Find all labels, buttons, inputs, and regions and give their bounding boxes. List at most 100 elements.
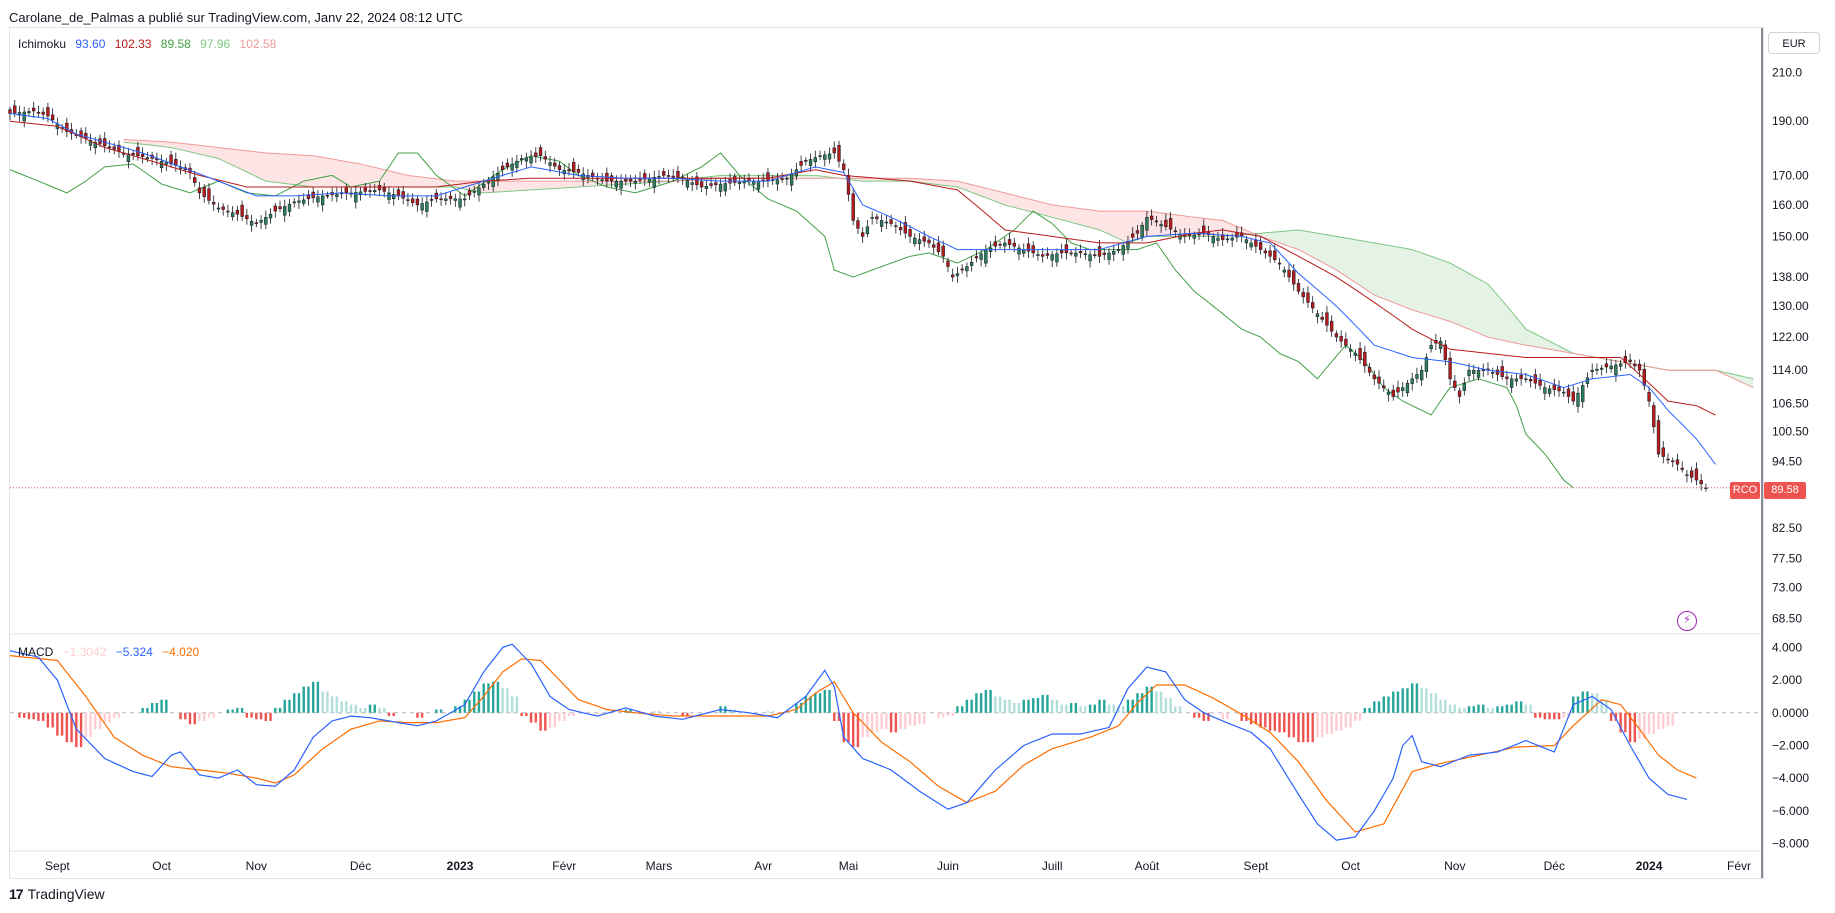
candle-body bbox=[1576, 392, 1580, 407]
macd-histogram-bar bbox=[84, 712, 87, 738]
candle-body bbox=[32, 107, 36, 112]
ichimoku-cloud-segment bbox=[1189, 216, 1195, 237]
ichimoku-cloud-segment bbox=[1345, 238, 1351, 280]
macd-histogram-bar bbox=[1354, 712, 1357, 721]
candle-body bbox=[1457, 390, 1462, 397]
candle-body bbox=[396, 189, 401, 197]
macd-histogram-bar bbox=[1524, 704, 1528, 713]
candle-body bbox=[1353, 353, 1358, 356]
macd-histogram-bar bbox=[1401, 688, 1404, 713]
macd-histogram-bar bbox=[150, 702, 154, 713]
ichimoku-cloud-segment bbox=[1360, 240, 1365, 289]
candle-body bbox=[1415, 374, 1419, 379]
candle-body bbox=[752, 180, 756, 185]
ichimoku-cloud-segment bbox=[384, 169, 389, 187]
candle-body bbox=[884, 221, 889, 224]
macd-histogram-bar bbox=[1628, 712, 1632, 743]
candle-body bbox=[112, 146, 116, 150]
footer-brand[interactable]: 17 TradingView bbox=[9, 886, 105, 902]
macd-histogram-bar bbox=[264, 712, 268, 721]
macd-histogram-bar bbox=[1140, 693, 1144, 713]
candle-body bbox=[723, 183, 727, 192]
macd-histogram-bar bbox=[1055, 699, 1059, 713]
last-price-tag: 89.58 bbox=[1764, 482, 1806, 499]
macd-histogram-bar bbox=[1387, 696, 1390, 713]
macd-histogram-bar bbox=[335, 696, 339, 713]
candle-body bbox=[799, 161, 803, 166]
ichimoku-legend[interactable]: Ichimoku 93.60 102.33 89.58 97.96 102.58 bbox=[18, 37, 282, 51]
candle-body bbox=[1453, 380, 1457, 388]
candle-body bbox=[212, 202, 216, 205]
macd-histogram-bar bbox=[1287, 712, 1291, 738]
candle-body bbox=[1628, 359, 1632, 362]
price-axis-tick: 77.50 bbox=[1772, 551, 1802, 565]
lightning-icon[interactable]: ⚡ bbox=[1677, 611, 1697, 631]
macd-histogram-bar bbox=[510, 696, 514, 713]
macd-histogram-bar bbox=[207, 712, 211, 718]
ichimoku-cloud-segment bbox=[403, 174, 408, 187]
candle-body bbox=[643, 173, 647, 180]
ichimoku-cloud-segment bbox=[1388, 245, 1394, 303]
macd-histogram-bar bbox=[1339, 712, 1343, 731]
ichimoku-cloud-segment bbox=[1080, 208, 1086, 227]
macd-legend[interactable]: MACD −1.3042 −5.324 −4.020 bbox=[18, 645, 205, 659]
macd-histogram-bar bbox=[354, 704, 358, 713]
tradingview-logo-icon: 17 bbox=[9, 886, 24, 902]
ichimoku-cloud-segment bbox=[1355, 239, 1361, 286]
candle-body bbox=[230, 212, 235, 218]
candle-body bbox=[1571, 391, 1575, 402]
candle-body bbox=[1320, 316, 1324, 320]
candle-body bbox=[1131, 233, 1135, 238]
candle-body bbox=[1102, 252, 1106, 255]
macd-histogram-bar bbox=[681, 712, 684, 717]
ichimoku-cloud-segment bbox=[1469, 273, 1474, 332]
ichimoku-cloud-segment bbox=[1156, 212, 1162, 237]
ichimoku-cloud-segment bbox=[251, 151, 257, 177]
macd-histogram-bar bbox=[1666, 712, 1670, 726]
ichimoku-cloud-segment bbox=[246, 150, 252, 175]
macd-histogram-bar bbox=[1472, 706, 1475, 713]
macd-histogram-bar bbox=[259, 712, 263, 720]
ichimoku-cloud-segment bbox=[720, 175, 726, 179]
macd-histogram-bar bbox=[1420, 688, 1423, 713]
candle-body bbox=[505, 162, 510, 168]
macd-histogram-bar bbox=[1164, 698, 1168, 713]
candle-body bbox=[1268, 250, 1272, 257]
candle-body bbox=[410, 198, 415, 203]
macd-histogram-bar bbox=[1107, 704, 1111, 713]
candle-body bbox=[1263, 250, 1268, 254]
macd-histogram-bar bbox=[653, 711, 656, 713]
macd-histogram-bar bbox=[1316, 712, 1319, 738]
candle-body bbox=[998, 243, 1002, 246]
candle-body bbox=[1543, 387, 1547, 394]
candle-body bbox=[543, 156, 547, 160]
ichimoku-cloud-segment bbox=[1265, 232, 1271, 240]
ichimoku-cloud-segment bbox=[995, 190, 1001, 204]
macd-histogram-bar bbox=[32, 712, 35, 720]
ichimoku-cloud-segment bbox=[1497, 295, 1503, 341]
macd-histogram-bar bbox=[960, 706, 964, 713]
candle-body bbox=[1107, 252, 1111, 260]
ichimoku-cloud-segment bbox=[152, 141, 157, 146]
ichimoku-cloud-segment bbox=[1473, 276, 1479, 334]
candle-body bbox=[278, 206, 282, 210]
candle-body bbox=[932, 244, 936, 248]
candle-body bbox=[1358, 348, 1362, 360]
candle-body bbox=[1666, 458, 1670, 461]
candle-body bbox=[567, 169, 571, 172]
macd-histogram-bar bbox=[1358, 712, 1362, 721]
ichimoku-cloud-segment bbox=[1729, 373, 1735, 379]
time-axis-tick: Juin bbox=[937, 859, 959, 873]
candle-body bbox=[941, 245, 945, 257]
macd-histogram-bar bbox=[1453, 704, 1457, 713]
ichimoku-cloud-segment bbox=[1279, 231, 1285, 245]
price-axis-tick: 114.00 bbox=[1772, 363, 1808, 377]
macd-histogram-bar bbox=[1036, 698, 1040, 713]
ichimoku-cloud-segment bbox=[1194, 217, 1200, 237]
candle-body bbox=[1675, 459, 1680, 465]
candle-body bbox=[84, 132, 88, 139]
currency-selector[interactable]: EUR bbox=[1768, 32, 1820, 54]
ichimoku-cloud-segment bbox=[436, 178, 442, 187]
macd-histogram-bar bbox=[1122, 706, 1125, 713]
